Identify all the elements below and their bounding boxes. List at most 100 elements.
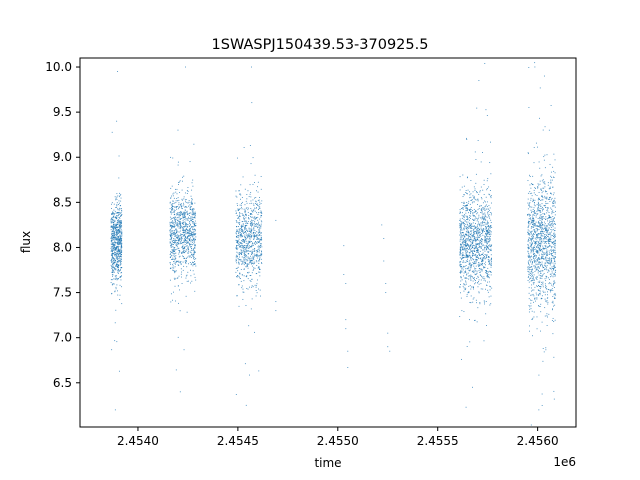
data-point [527,231,529,233]
data-point [528,237,530,239]
data-point [550,218,552,220]
data-point [531,290,532,292]
data-point [471,254,473,256]
data-point [248,271,250,273]
data-point [172,259,173,260]
data-point [192,232,194,233]
data-point [190,226,192,228]
data-point [193,213,195,215]
data-point [537,203,539,205]
data-point [118,260,120,261]
data-point [540,277,541,279]
data-point [118,252,120,254]
data-point [171,225,173,227]
data-point [538,233,540,235]
data-point [236,233,237,235]
data-point [255,201,257,203]
data-point [552,242,554,244]
data-point [191,189,193,191]
data-point [468,249,470,250]
data-point [465,243,467,245]
data-point [169,231,171,233]
data-point [110,240,112,242]
data-point [546,252,548,254]
data-point [461,229,463,231]
data-point [541,242,543,244]
data-point [174,188,176,190]
data-point [540,236,542,238]
data-point [243,291,245,293]
data-point [477,256,479,258]
data-point [471,199,473,201]
data-point [489,190,491,191]
data-point [119,242,121,244]
data-point [115,234,117,236]
data-point [250,250,252,252]
data-point [245,236,247,238]
data-point [541,253,543,255]
data-point [247,230,248,232]
data-point [463,237,464,239]
data-point [487,241,489,243]
data-point [466,294,468,296]
data-point [249,238,251,240]
data-point [486,208,487,210]
data-point [246,288,248,289]
data-point [481,258,483,260]
data-point [182,202,184,204]
data-point [528,267,530,268]
data-point [477,249,479,251]
data-point [241,287,243,289]
data-point [488,244,490,246]
data-point [489,239,491,241]
data-point [468,232,470,234]
data-point [482,278,484,279]
data-point [549,262,551,264]
data-point [554,266,556,268]
data-point [178,207,180,209]
data-point [119,261,121,263]
data-point [240,194,242,196]
data-point [252,242,253,244]
data-point [544,126,546,128]
data-point [549,260,551,262]
data-point [533,229,535,231]
data-point [118,229,120,231]
data-point [538,210,540,212]
data-point [241,233,243,235]
data-point [486,271,488,273]
data-point [195,238,196,240]
data-point [240,245,242,247]
data-point [473,232,475,234]
data-point [543,238,545,240]
data-point [536,224,538,226]
data-point [537,258,539,260]
data-point [113,244,115,246]
data-point [112,226,114,228]
data-point [490,262,492,264]
data-point [185,231,187,233]
data-point [537,266,539,268]
data-point [527,247,529,249]
data-point [120,208,122,210]
data-point [121,250,123,252]
data-point [470,227,471,229]
data-point [542,129,544,131]
data-point [113,268,115,270]
data-point [538,262,540,264]
data-point [241,243,243,244]
data-point [550,225,552,227]
data-point [550,182,552,184]
data-point [472,258,474,260]
data-point [245,207,247,209]
data-point [111,253,113,255]
data-point [119,205,121,207]
data-point [242,231,244,233]
data-point [542,179,544,181]
data-point [532,224,534,226]
data-point [120,244,122,246]
data-point [172,265,174,267]
data-point [540,225,542,227]
data-point [470,180,472,181]
data-point [174,247,176,249]
